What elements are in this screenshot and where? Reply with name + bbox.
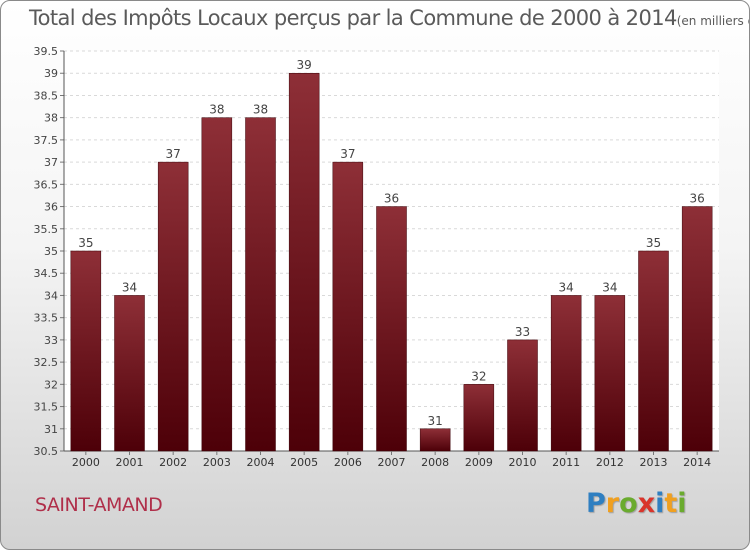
x-tick-label: 2010 <box>509 456 537 469</box>
logo-letter: x <box>637 488 656 519</box>
bar-value-label: 37 <box>340 147 355 161</box>
y-tick-label: 31 <box>44 423 58 436</box>
y-tick-label: 33.5 <box>34 312 59 325</box>
y-tick-label: 33 <box>44 334 58 347</box>
bar <box>507 339 538 452</box>
title-text: Total des Impôts Locaux perçus par la Co… <box>29 6 677 30</box>
x-tick-label: 2011 <box>552 456 580 469</box>
y-tick-label: 39.5 <box>34 45 59 58</box>
x-tick-label: 2002 <box>159 456 187 469</box>
x-tick-label: 2013 <box>640 456 668 469</box>
x-tick-label: 2009 <box>465 456 493 469</box>
bar <box>201 117 233 452</box>
bar-value-label: 37 <box>166 147 181 161</box>
x-tick-label: 2014 <box>683 456 711 469</box>
y-tick-label: 34.5 <box>34 267 59 280</box>
bar <box>463 384 495 452</box>
y-tick-label: 36.5 <box>34 178 59 191</box>
bar-value-label: 32 <box>471 369 486 383</box>
x-tick-label: 2008 <box>421 456 449 469</box>
bar-value-label: 33 <box>515 325 530 339</box>
x-tick-label: 2006 <box>334 456 362 469</box>
bar-value-label: 34 <box>122 280 137 294</box>
bar <box>376 206 407 452</box>
y-tick-label: 32 <box>44 378 58 391</box>
bar-value-label: 34 <box>559 280 574 294</box>
bar <box>70 250 102 452</box>
y-tick-label: 37.5 <box>34 134 59 147</box>
logo-letter: t <box>664 488 678 519</box>
logo-letter: i <box>677 488 687 519</box>
y-tick-label: 36 <box>44 201 58 214</box>
y-tick-label: 38.5 <box>34 89 59 102</box>
bar <box>550 295 582 452</box>
bar-value-label: 36 <box>690 192 705 206</box>
bar-value-label: 35 <box>78 236 93 250</box>
bar <box>157 161 189 452</box>
bar-value-label: 34 <box>602 280 617 294</box>
bar-value-label: 31 <box>428 414 443 428</box>
logo-letter: i <box>655 488 665 519</box>
bar <box>419 428 451 452</box>
y-tick-label: 35 <box>44 245 58 258</box>
x-tick-label: 2012 <box>596 456 624 469</box>
chart-title: Total des Impôts Locaux perçus par la Co… <box>29 6 749 30</box>
proxiti-logo[interactable]: Proxiti <box>586 488 687 519</box>
bar <box>245 117 276 452</box>
bar-value-label: 36 <box>384 192 399 206</box>
bar-value-label: 38 <box>253 103 268 117</box>
y-tick-label: 38 <box>44 112 58 125</box>
title-unit: (en milliers d'€) <box>676 14 749 28</box>
bar <box>288 72 320 452</box>
y-tick-label: 39 <box>44 67 58 80</box>
x-tick-label: 2003 <box>203 456 231 469</box>
y-tick-label: 34 <box>44 289 58 302</box>
x-tick-label: 2004 <box>247 456 275 469</box>
bar <box>114 295 145 452</box>
y-tick-label: 30.5 <box>34 445 59 458</box>
x-tick-label: 2000 <box>72 456 100 469</box>
y-tick-label: 35.5 <box>34 223 59 236</box>
commune-name: SAINT-AMAND <box>35 494 163 516</box>
bar <box>594 295 626 452</box>
x-tick-label: 2007 <box>378 456 406 469</box>
bar-value-label: 39 <box>297 58 312 72</box>
logo-letter: P <box>586 488 606 519</box>
bar <box>332 161 364 452</box>
y-tick-label: 31.5 <box>34 401 59 414</box>
logo-letter: o <box>619 488 638 519</box>
bar-value-label: 35 <box>646 236 661 250</box>
bar <box>638 250 669 452</box>
y-tick-label: 37 <box>44 156 58 169</box>
bar-value-label: 38 <box>209 103 224 117</box>
x-tick-label: 2005 <box>290 456 318 469</box>
logo-letter: r <box>605 488 620 519</box>
x-tick-label: 2001 <box>116 456 144 469</box>
bar <box>681 206 713 452</box>
y-tick-label: 32.5 <box>34 356 59 369</box>
